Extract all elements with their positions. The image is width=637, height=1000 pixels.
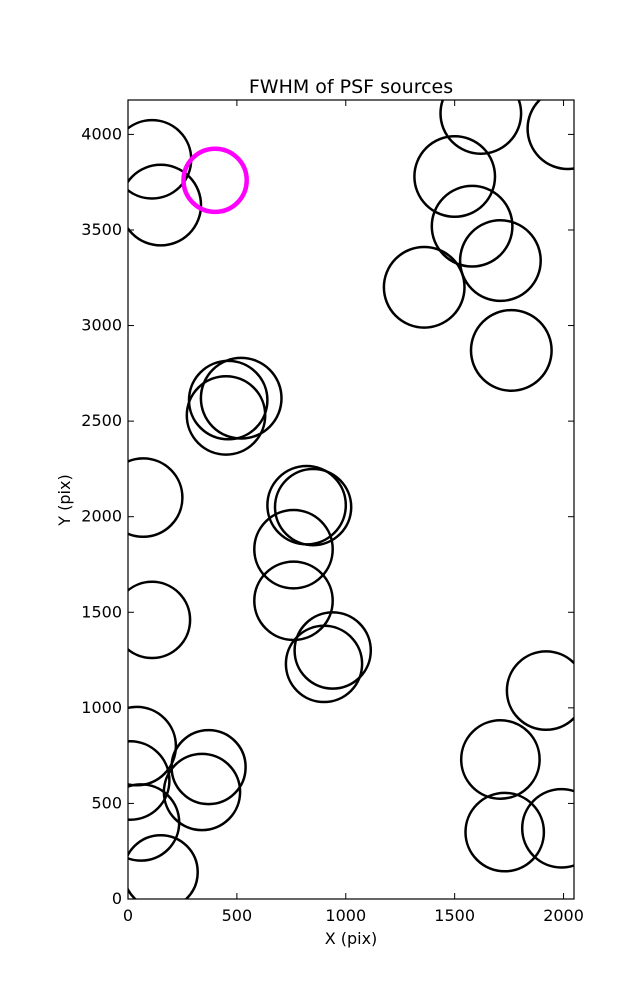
psf-source-circle	[284, 624, 364, 704]
psf-source-circle	[128, 783, 181, 862]
x-tick-label: 1000	[325, 906, 366, 925]
y-tick-label: 0	[112, 889, 122, 908]
psf-source-circle	[128, 833, 199, 899]
psf-source-circle	[464, 791, 546, 873]
psf-source-circle	[526, 100, 574, 171]
psf-source-circle	[253, 560, 334, 642]
psf-source-circle	[253, 508, 334, 590]
psf-source-circle	[505, 650, 574, 732]
y-tick-label: 2000	[81, 507, 122, 526]
psf-source-circle	[128, 457, 184, 539]
x-tick-label: 1500	[434, 906, 475, 925]
chart-title: FWHM of PSF sources	[249, 76, 453, 98]
psf-source-circle	[439, 100, 523, 155]
x-tick-label: 0	[123, 906, 133, 925]
psf-source-circle	[469, 308, 553, 392]
y-tick-label: 1000	[81, 698, 122, 717]
plot-frame	[127, 99, 575, 900]
psf-source-circle	[459, 719, 541, 800]
y-tick-label: 500	[91, 793, 122, 812]
x-tick-label: 500	[222, 906, 253, 925]
psf-source-circle	[128, 118, 193, 200]
psf-source-circle	[413, 134, 497, 219]
psf-source-circle	[128, 740, 171, 821]
y-tick-label: 3000	[81, 316, 122, 335]
highlighted-psf-source-circle	[181, 146, 249, 215]
plot-marks	[128, 100, 574, 899]
x-tick-label: 2000	[543, 906, 584, 925]
psf-source-circle	[273, 467, 353, 547]
x-axis-label: X (pix)	[325, 929, 378, 948]
psf-source-circle	[458, 219, 542, 303]
psf-source-circle	[430, 184, 514, 268]
psf-source-circle	[185, 374, 267, 456]
psf-source-circle	[199, 356, 283, 440]
psf-source-circle	[128, 580, 192, 660]
psf-source-circle	[162, 752, 242, 832]
y-tick-label: 2500	[81, 411, 122, 430]
y-tick-label: 3500	[81, 220, 122, 239]
psf-source-circle	[266, 464, 348, 546]
psf-source-circle	[520, 787, 574, 869]
axis-ticks: 0 500 1000 1500 2000 0 500 1000 1500 2000 2500 3000…	[81, 100, 584, 925]
psf-source-circle	[170, 728, 247, 806]
y-tick-label: 4000	[81, 124, 122, 143]
psf-source-circle	[128, 705, 178, 787]
y-tick-label: 1500	[81, 602, 122, 621]
psf-source-circle	[293, 611, 373, 690]
y-axis-label: Y (pix)	[55, 474, 74, 526]
psf-source-circle	[382, 245, 466, 329]
psf-source-circle	[128, 163, 203, 247]
